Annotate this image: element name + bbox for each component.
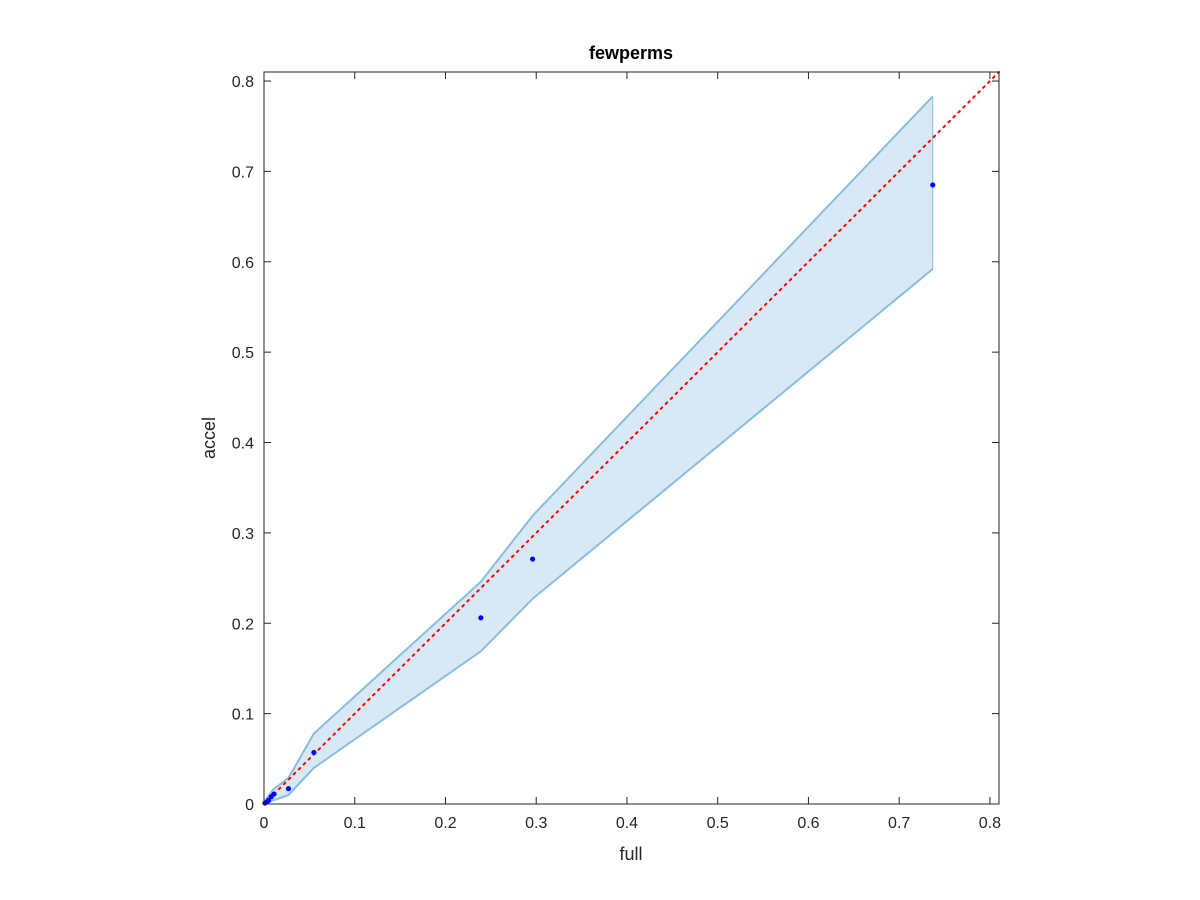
- data-point: [930, 182, 936, 188]
- x-tick-label: 0.1: [344, 815, 366, 832]
- x-tick-label: 0.6: [797, 815, 819, 832]
- y-tick-label: 0.4: [232, 436, 254, 453]
- y-axis-label: accel: [199, 417, 219, 459]
- y-tick-labels: 0 0.1 0.2 0.3 0.4 0.5 0.6 0.7 0.8: [232, 74, 254, 814]
- x-tick-label: 0.2: [434, 815, 456, 832]
- plot-frame: [263, 71, 1000, 805]
- x-tick-label: 0.8: [979, 815, 1001, 832]
- band-upper-edge: [263, 95, 934, 803]
- y-tick-label: 0.8: [232, 74, 254, 91]
- y-tick-label: 0.1: [232, 707, 254, 724]
- x-tick-label: 0.5: [707, 815, 729, 832]
- x-tick-label: 0.7: [888, 815, 910, 832]
- data-point: [529, 556, 536, 562]
- x-axis-label: full: [619, 844, 642, 864]
- y-tick-label: 0.5: [232, 345, 254, 362]
- x-tick-label: 0: [260, 815, 269, 832]
- x-tick-label: 0.4: [616, 815, 638, 832]
- chart-title: fewperms: [589, 43, 673, 63]
- data-point: [271, 791, 277, 797]
- data-point: [311, 749, 317, 756]
- reference-line: [263, 71, 1000, 805]
- y-tick-label: 0: [245, 797, 254, 814]
- y-tick-label: 0.7: [232, 164, 254, 181]
- y-tick-label: 0.3: [232, 526, 254, 543]
- data-point: [265, 797, 272, 803]
- data-point: [285, 786, 292, 792]
- confidence-band: [263, 95, 934, 805]
- identity-line: [263, 71, 1000, 805]
- x-tick-labels: 0 0.1 0.2 0.3 0.4 0.5 0.6 0.7 0.8: [260, 815, 1002, 832]
- x-tick-label: 0.3: [525, 815, 547, 832]
- y-tick-label: 0.2: [232, 616, 254, 633]
- data-point: [478, 615, 484, 621]
- y-tick-label: 0.6: [232, 255, 254, 272]
- band-lower-edge: [263, 268, 934, 805]
- data-points: [262, 182, 936, 806]
- axis-ticks: [263, 72, 999, 805]
